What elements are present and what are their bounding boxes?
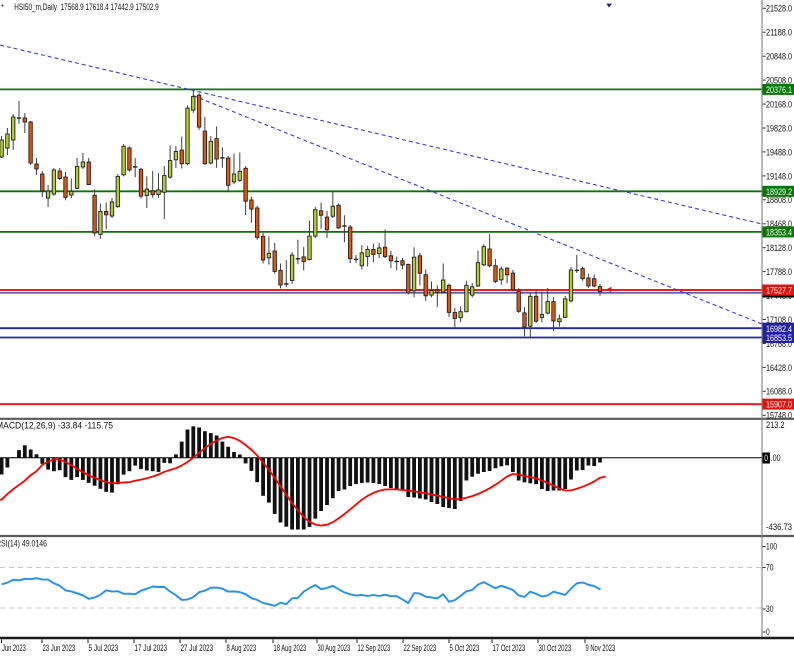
svg-text:20376.1: 20376.1 [766, 85, 792, 96]
svg-text:16768.0: 16768.0 [766, 339, 792, 350]
svg-text:70: 70 [766, 563, 773, 574]
svg-text:18 Aug 2023: 18 Aug 2023 [274, 643, 307, 653]
svg-text:16853.5: 16853.5 [766, 333, 792, 344]
svg-text:18128.0: 18128.0 [766, 243, 792, 254]
svg-text:19488.0: 19488.0 [766, 147, 792, 158]
svg-text:30 Aug 2023: 30 Aug 2023 [318, 643, 351, 653]
svg-text:16088.0: 16088.0 [766, 387, 792, 398]
svg-text:HSI50_m,Daily 17568.9 17618.4: HSI50_m,Daily 17568.9 17618.4 17442.9 17… [14, 2, 159, 13]
svg-text:-436.73: -436.73 [766, 522, 792, 533]
svg-text:MACD(12,26,9) -33.84 -115.75: MACD(12,26,9) -33.84 -115.75 [0, 421, 113, 431]
svg-text:20168.0: 20168.0 [766, 99, 792, 110]
svg-text:16428.0: 16428.0 [766, 363, 792, 374]
svg-text:RSI(14) 49.0146: RSI(14) 49.0146 [0, 539, 47, 549]
svg-text:0: 0 [764, 453, 768, 464]
svg-text:19828.0: 19828.0 [766, 123, 792, 134]
svg-text:30: 30 [766, 604, 773, 615]
svg-text:18929.2: 18929.2 [766, 187, 792, 198]
svg-text:17108.0: 17108.0 [766, 315, 792, 326]
svg-text:8 Aug 2023: 8 Aug 2023 [227, 643, 257, 653]
svg-text:30 Oct 2023: 30 Oct 2023 [539, 643, 572, 653]
svg-text:21528.0: 21528.0 [766, 4, 792, 15]
svg-text:22 Sep 2023: 22 Sep 2023 [404, 643, 437, 653]
svg-text:17 Jul 2023: 17 Jul 2023 [135, 643, 168, 653]
svg-text:23 Jun 2023: 23 Jun 2023 [43, 643, 76, 653]
svg-text:.00: .00 [771, 453, 781, 464]
svg-text:17527.7: 17527.7 [766, 286, 792, 297]
svg-text:27 Jul 2023: 27 Jul 2023 [181, 643, 214, 653]
svg-text:15748.0: 15748.0 [766, 411, 792, 422]
svg-text:16982.4: 16982.4 [766, 324, 792, 335]
svg-text:0: 0 [766, 627, 770, 638]
svg-text:15907.0: 15907.0 [766, 400, 792, 411]
svg-text:17788.0: 17788.0 [766, 267, 792, 278]
svg-text:20848.0: 20848.0 [766, 52, 792, 63]
svg-text:18353.4: 18353.4 [766, 228, 792, 239]
svg-text:Jun 2023: Jun 2023 [2, 643, 26, 653]
svg-text:20508.0: 20508.0 [766, 76, 792, 87]
svg-text:5 Oct 2023: 5 Oct 2023 [450, 643, 480, 653]
svg-text:21188.0: 21188.0 [766, 28, 792, 39]
svg-text:17 Oct 2023: 17 Oct 2023 [493, 643, 526, 653]
svg-text:213.2: 213.2 [766, 420, 785, 431]
svg-text:12 Sep 2023: 12 Sep 2023 [358, 643, 391, 653]
svg-text:100: 100 [766, 542, 777, 553]
svg-text:5 Jul 2023: 5 Jul 2023 [89, 643, 119, 653]
svg-text:19148.0: 19148.0 [766, 171, 792, 182]
svg-text:18468.0: 18468.0 [766, 219, 792, 230]
svg-text:9 Nov 2023: 9 Nov 2023 [586, 643, 616, 653]
svg-text:18808.0: 18808.0 [766, 195, 792, 206]
